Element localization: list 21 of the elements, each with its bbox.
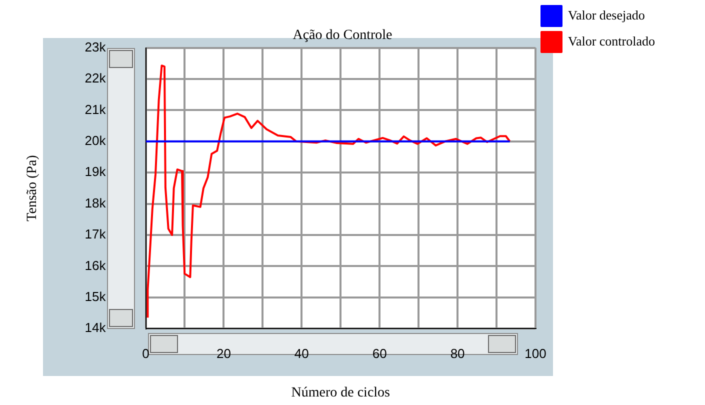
x-tick-label: 80 (450, 346, 465, 361)
x-axis-title: Número de ciclos (291, 385, 390, 400)
x-tick-label: 100 (524, 346, 546, 361)
y-tick-label: 18k (84, 195, 106, 210)
y-tick-label: 20k (84, 132, 106, 148)
x-tick-label: 0 (142, 346, 150, 361)
y-tick-label: 15k (84, 288, 106, 304)
legend-label: Valor desejado (568, 7, 645, 22)
y-tick-label: 17k (84, 226, 106, 242)
y-tick-label: 21k (84, 102, 106, 117)
chart-title: Ação do Controle (292, 28, 392, 44)
legend-label: Valor controlado (568, 33, 656, 48)
x-tick-label: 20 (216, 346, 231, 361)
y-tick-label: 22k (84, 70, 106, 86)
y-axis-title: Tensão (Pa) (25, 154, 40, 222)
x-tick-label: 40 (294, 346, 309, 361)
y-tick-label: 23k (84, 39, 106, 54)
y-tick-label: 14k (84, 320, 106, 336)
y-tick-label: 19k (84, 164, 106, 180)
y-tick-label: 16k (84, 258, 106, 273)
x-tick-label: 60 (372, 346, 387, 361)
